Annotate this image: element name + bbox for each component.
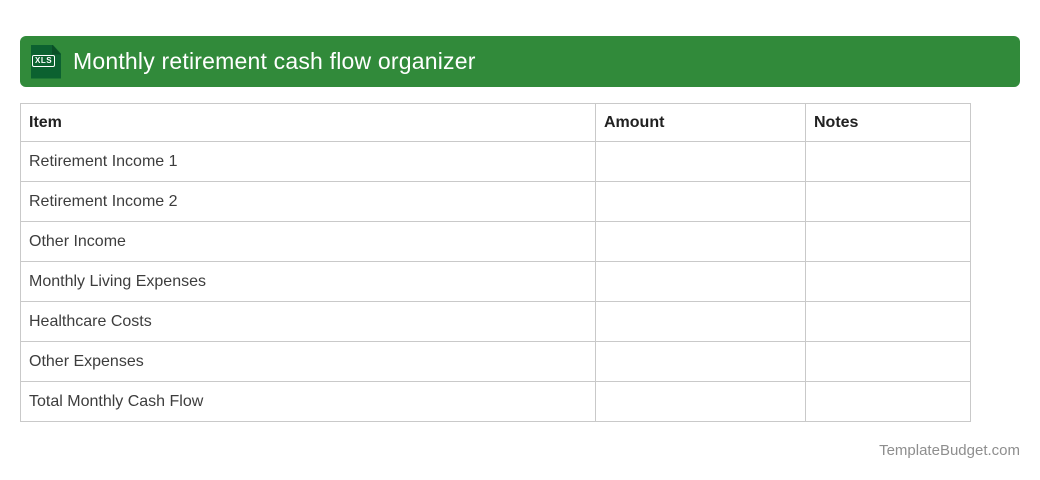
item-cell: Total Monthly Cash Flow (20, 381, 596, 422)
notes-cell (805, 261, 971, 302)
xls-badge-label: XLS (32, 54, 56, 67)
xls-file-icon: XLS (31, 44, 61, 79)
item-cell: Other Expenses (20, 341, 596, 382)
item-cell: Retirement Income 2 (20, 181, 596, 222)
amount-cell (595, 261, 806, 302)
table-row: Other Income (20, 221, 971, 262)
item-cell: Healthcare Costs (20, 301, 596, 342)
column-header-item: Item (20, 103, 596, 142)
table-row: Retirement Income 1 (20, 141, 971, 182)
table-row: Healthcare Costs (20, 301, 971, 342)
amount-cell (595, 301, 806, 342)
item-cell: Other Income (20, 221, 596, 262)
notes-cell (805, 221, 971, 262)
notes-cell (805, 141, 971, 182)
footer: TemplateBudget.com (20, 442, 1020, 459)
amount-cell (595, 221, 806, 262)
amount-cell (595, 181, 806, 222)
notes-cell (805, 381, 971, 422)
table-header-row: Item Amount Notes (20, 103, 971, 142)
notes-cell (805, 181, 971, 222)
notes-cell (805, 301, 971, 342)
table-row: Total Monthly Cash Flow (20, 381, 971, 422)
item-cell: Retirement Income 1 (20, 141, 596, 182)
column-header-amount: Amount (595, 103, 806, 142)
table-row: Other Expenses (20, 341, 971, 382)
amount-cell (595, 341, 806, 382)
table-row: Monthly Living Expenses (20, 261, 971, 302)
amount-cell (595, 141, 806, 182)
brand-text: TemplateBudget.com (879, 442, 1020, 459)
amount-cell (595, 381, 806, 422)
cash-flow-table: Item Amount Notes Retirement Income 1 Re… (20, 103, 971, 422)
table-row: Retirement Income 2 (20, 181, 971, 222)
page-title: Monthly retirement cash flow organizer (73, 48, 476, 74)
title-bar: XLS Monthly retirement cash flow organiz… (20, 36, 1020, 87)
folded-corner (52, 44, 61, 55)
item-cell: Monthly Living Expenses (20, 261, 596, 302)
notes-cell (805, 341, 971, 382)
column-header-notes: Notes (805, 103, 971, 142)
